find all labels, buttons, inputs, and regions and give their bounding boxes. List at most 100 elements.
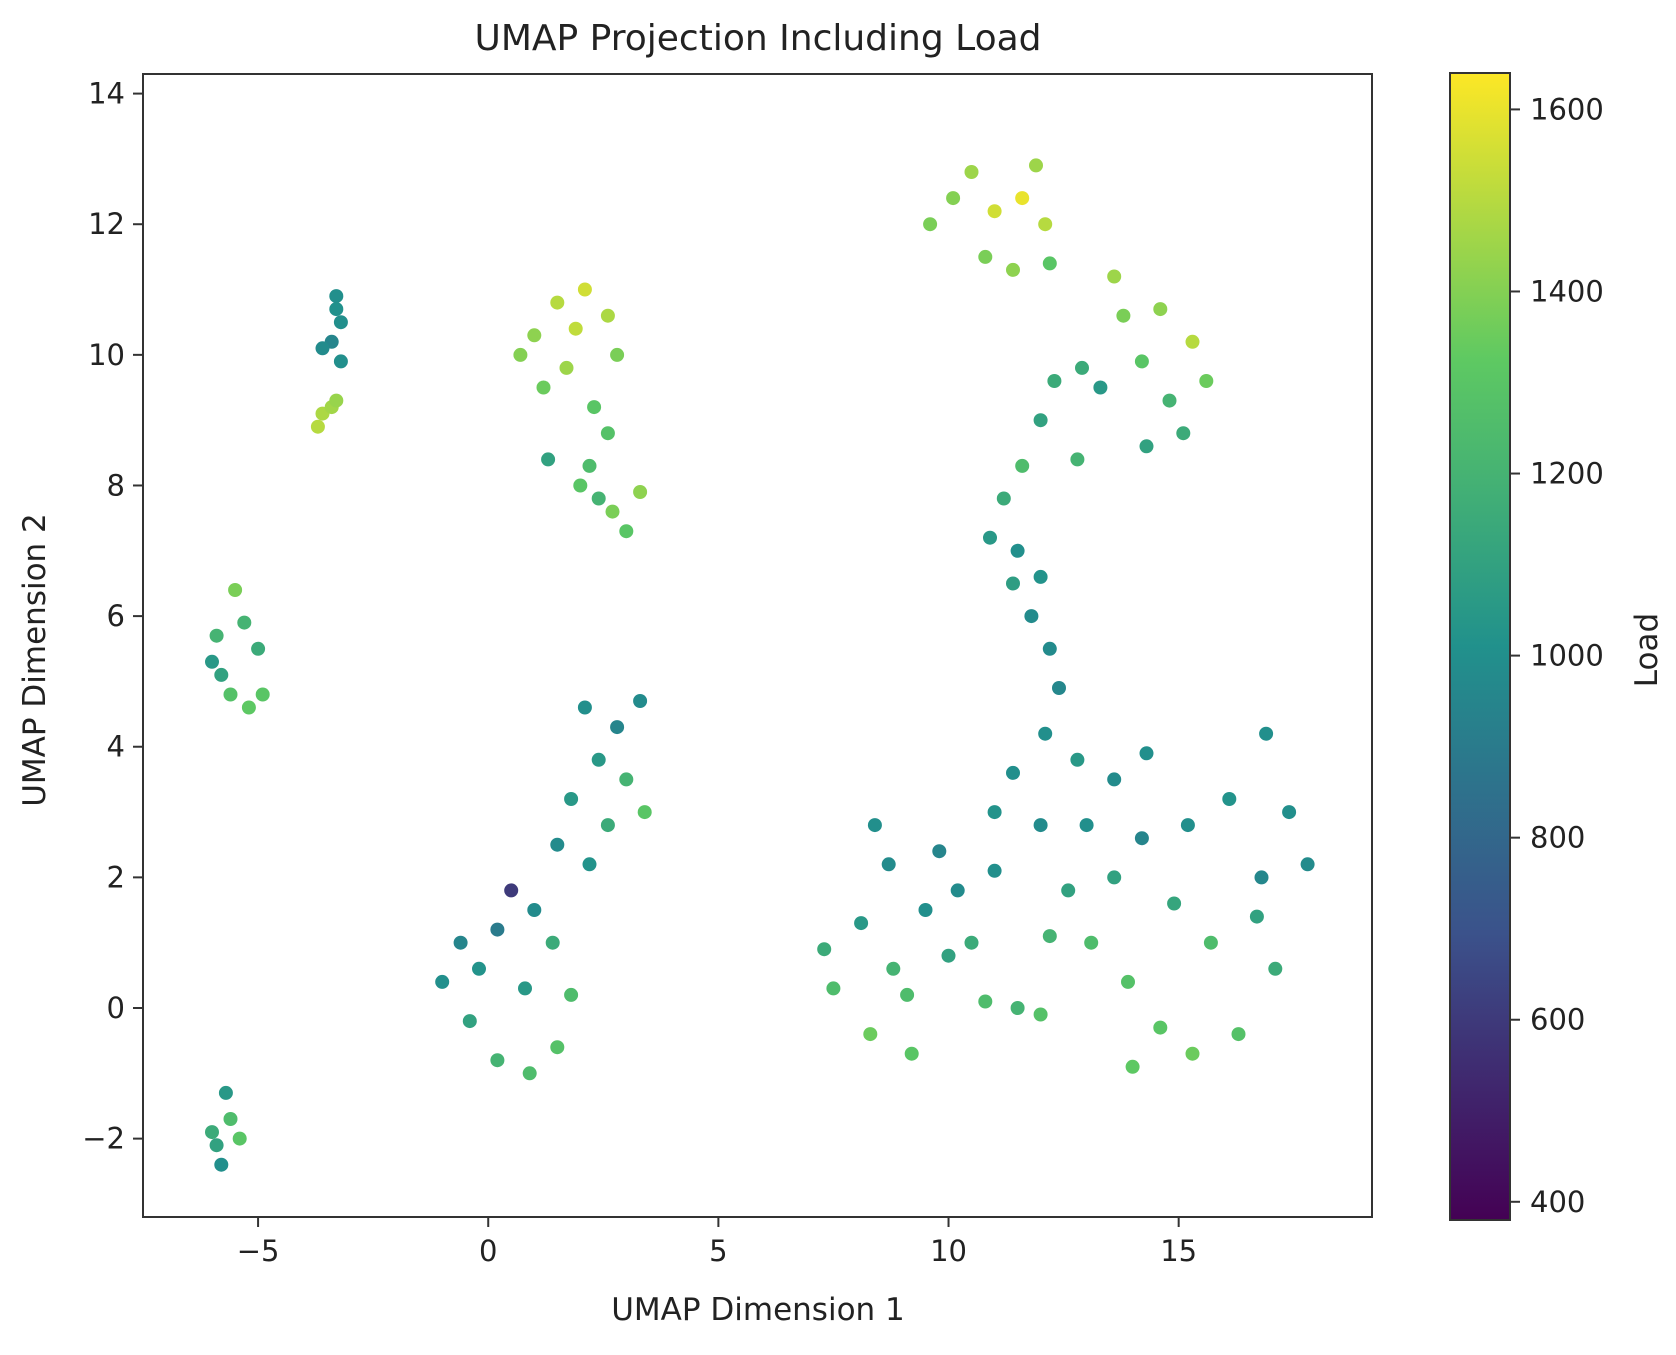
- scatter-point: [329, 302, 344, 317]
- scatter-point: [536, 380, 551, 395]
- scatter-point: [1010, 543, 1025, 558]
- scatter-point: [987, 805, 1002, 820]
- scatter-point: [1006, 765, 1020, 780]
- scatter-point: [1162, 393, 1177, 408]
- scatter-point: [610, 347, 625, 362]
- x-tick-label: −5: [237, 1234, 280, 1268]
- y-tick-label: 8: [107, 468, 125, 502]
- scatter-point: [1033, 413, 1048, 428]
- scatter-point: [867, 818, 882, 833]
- scatter-point: [573, 478, 588, 493]
- x-tick-label: 10: [930, 1234, 967, 1268]
- scatter-point: [1070, 452, 1085, 467]
- scatter-point: [1033, 818, 1048, 833]
- scatter-point: [1134, 354, 1149, 369]
- y-axis-ticks: −2 0 2 4 6 8 10 12 14: [82, 77, 143, 1156]
- scatter-point: [1075, 360, 1089, 375]
- scatter-point: [582, 857, 597, 872]
- scatter-point: [1282, 805, 1297, 820]
- scatter-point: [600, 308, 615, 323]
- scatter-point: [255, 687, 270, 702]
- scatter-point: [1185, 1046, 1200, 1061]
- scatter-point: [329, 289, 344, 304]
- scatter-point: [1153, 302, 1168, 317]
- scatter-point: [550, 295, 565, 310]
- colorbar-tick-label: 400: [1530, 1185, 1585, 1219]
- scatter-point: [315, 341, 330, 356]
- scatter-point: [223, 1112, 238, 1126]
- scatter-point: [490, 922, 505, 937]
- scatter-point: [1139, 746, 1154, 761]
- scatter-point: [205, 1125, 219, 1140]
- scatter-point: [1038, 726, 1053, 741]
- scatter-point: [564, 987, 579, 1002]
- scatter-point: [1107, 772, 1122, 787]
- colorbar-tick-label: 1000: [1530, 639, 1604, 673]
- scatter-point: [223, 687, 238, 702]
- scatter-point: [577, 282, 592, 297]
- scatter-point: [545, 935, 560, 950]
- scatter-point: [950, 883, 965, 898]
- scatter-point: [209, 628, 224, 643]
- scatter-point: [983, 530, 997, 545]
- scatter-point: [462, 1014, 477, 1029]
- scatter-point: [577, 700, 592, 715]
- scatter-point: [946, 191, 961, 206]
- scatter-point: [310, 419, 325, 434]
- scatter-point: [610, 720, 625, 735]
- scatter-point: [1125, 1059, 1140, 1074]
- y-tick-label: 12: [88, 207, 125, 241]
- scatter-point: [987, 204, 1002, 219]
- scatter-point: [1139, 439, 1154, 454]
- scatter-point: [1107, 870, 1122, 885]
- scatter-point: [1254, 870, 1269, 885]
- y-tick-label: −2: [82, 1122, 125, 1156]
- scatter-point: [1006, 262, 1020, 277]
- x-tick-label: 0: [479, 1234, 497, 1268]
- colorbar-tick-label: 1600: [1530, 92, 1604, 126]
- scatter-point: [904, 1046, 919, 1061]
- scatter-point: [1079, 818, 1094, 833]
- scatter-point: [633, 485, 648, 499]
- scatter-point: [1084, 935, 1099, 950]
- scatter-point: [559, 360, 574, 375]
- scatter-point: [527, 903, 542, 917]
- scatter-point: [1047, 374, 1062, 388]
- scatter-point: [1070, 752, 1085, 767]
- scatter-point: [1107, 269, 1122, 284]
- scatter-point: [550, 1040, 565, 1055]
- y-tick-label: 2: [107, 860, 125, 894]
- scatter-point: [1038, 217, 1053, 232]
- scatter-point: [605, 504, 620, 519]
- scatter-point: [550, 837, 565, 852]
- colorbar-tick-label: 800: [1530, 821, 1585, 855]
- scatter-point: [527, 328, 542, 343]
- scatter-point: [591, 491, 606, 506]
- colorbar-tick-label: 1400: [1530, 274, 1604, 308]
- scatter-point: [1015, 191, 1030, 206]
- chart-title: UMAP Projection Including Load: [474, 18, 1041, 59]
- scatter-point: [228, 583, 243, 597]
- colorbar: [1449, 72, 1511, 1221]
- x-axis-label: UMAP Dimension 1: [611, 1292, 905, 1328]
- x-tick-label: 15: [1160, 1234, 1197, 1268]
- scatter-point: [1029, 158, 1043, 173]
- scatter-point: [932, 844, 947, 859]
- scatter-point: [1185, 334, 1200, 349]
- scatter-point: [522, 1066, 537, 1081]
- scatter-point: [600, 426, 615, 441]
- scatter-point: [854, 916, 869, 931]
- scatter-point: [582, 458, 597, 473]
- scatter-point: [1153, 1020, 1168, 1035]
- scatter-point: [568, 321, 583, 336]
- scatter-point: [619, 772, 634, 787]
- y-tick-label: 14: [88, 77, 125, 111]
- colorbar-label: Load: [1629, 613, 1665, 687]
- scatter-point: [251, 641, 266, 656]
- scatter-point: [214, 667, 229, 682]
- scatter-point: [1042, 256, 1057, 271]
- colorbar-tick-label: 1200: [1530, 457, 1604, 491]
- scatter-point: [591, 752, 606, 767]
- y-tick-label: 4: [107, 730, 125, 764]
